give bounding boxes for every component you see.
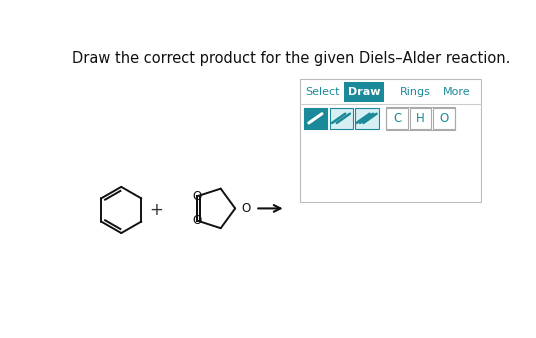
Bar xyxy=(300,79,481,202)
Text: O: O xyxy=(193,214,202,226)
Text: More: More xyxy=(443,87,471,97)
Text: H: H xyxy=(416,112,425,125)
Text: Select: Select xyxy=(306,87,340,97)
Text: Draw the correct product for the given Diels–Alder reaction.: Draw the correct product for the given D… xyxy=(72,51,511,66)
Text: C: C xyxy=(393,112,401,125)
Text: Draw: Draw xyxy=(347,87,380,97)
Bar xyxy=(355,107,378,129)
Text: O: O xyxy=(241,202,251,215)
Text: O: O xyxy=(439,112,448,125)
Bar xyxy=(386,107,408,129)
Bar xyxy=(433,107,455,129)
Text: O: O xyxy=(193,190,202,203)
Bar xyxy=(344,82,384,102)
Bar xyxy=(385,107,455,130)
Text: +: + xyxy=(149,201,163,219)
Bar xyxy=(330,107,353,129)
Text: Rings: Rings xyxy=(400,87,431,97)
Bar xyxy=(410,107,431,129)
Bar xyxy=(304,107,327,129)
